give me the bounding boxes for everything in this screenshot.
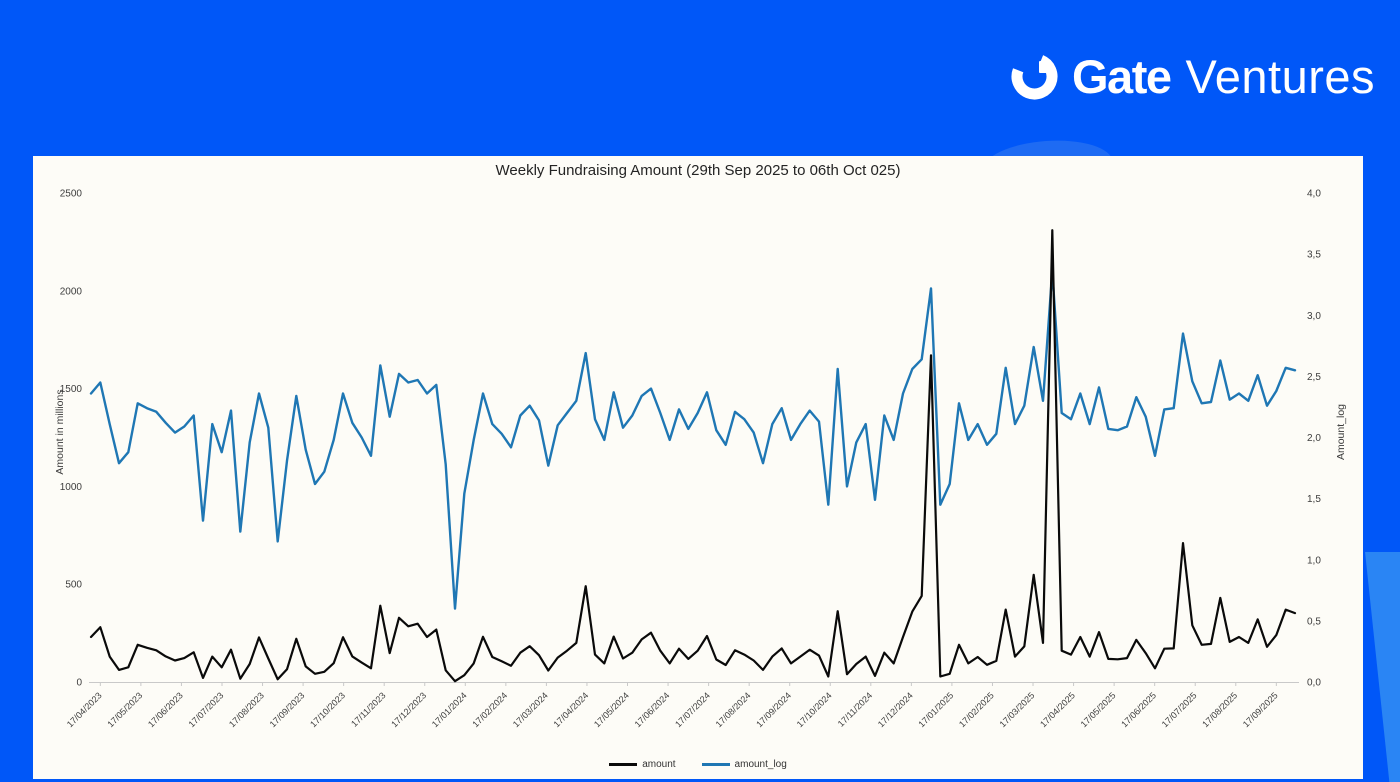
brand-logo: Gate Ventures <box>1008 50 1375 103</box>
brand-name-primary: Gate <box>1072 50 1172 103</box>
y-left-tick-label: 1000 <box>60 482 83 493</box>
y-left-tick-label: 1500 <box>60 384 83 395</box>
legend-swatch-amount-log <box>701 763 730 766</box>
y-left-tick-label: 500 <box>65 580 82 591</box>
y-right-tick-label: 4,0 <box>1307 189 1321 200</box>
legend-item-amount: amount <box>609 759 676 770</box>
x-tick-label: 17/10/2024 <box>795 690 834 729</box>
decor-swoosh-right <box>1365 552 1400 782</box>
x-tick-label: 17/08/2024 <box>714 690 753 729</box>
x-tick-label: 17/03/2025 <box>998 690 1037 729</box>
chart-panel: Weekly Fundraising Amount (29th Sep 2025… <box>33 156 1363 779</box>
y-left-tick-label: 2500 <box>60 189 83 200</box>
y-right-tick-label: 2,0 <box>1307 433 1321 444</box>
x-tick-label: 17/11/2023 <box>349 690 387 728</box>
gate-logo-icon <box>1011 53 1058 100</box>
legend-item-amount-log: amount_log <box>701 759 787 770</box>
x-tick-label: 17/02/2025 <box>957 690 996 729</box>
chart-title: Weekly Fundraising Amount (29th Sep 2025… <box>495 162 901 179</box>
x-tick-label: 17/10/2023 <box>308 690 347 729</box>
y-right-tick-label: 3,0 <box>1307 311 1321 322</box>
y-right-tick-label: 1,0 <box>1307 555 1321 566</box>
x-tick-label: 17/12/2024 <box>876 690 915 729</box>
series-line-amount_log <box>89 269 1297 610</box>
y-right-tick-label: 1,5 <box>1307 494 1321 505</box>
x-tick-label: 17/09/2024 <box>754 690 793 729</box>
x-tick-label: 17/09/2023 <box>268 690 307 729</box>
y-left-tick-label: 2000 <box>60 286 83 297</box>
legend-label-amount: amount <box>642 759 676 770</box>
x-tick-label: 17/05/2024 <box>592 690 631 729</box>
x-tick-label: 17/04/2023 <box>65 690 104 729</box>
x-tick-label: 17/05/2023 <box>105 690 144 729</box>
x-tick-label: 17/11/2024 <box>836 690 874 728</box>
x-tick-label: 17/06/2023 <box>146 690 185 729</box>
brand-name-secondary: Ventures <box>1185 50 1376 103</box>
x-tick-label: 17/07/2024 <box>673 690 712 729</box>
line-chart: 2500 2000 1500 1000 500 0 4,0 3,5 3,0 2,5 2,0 1,5 1,… <box>60 189 1322 730</box>
y-right-tick-label: 0,5 <box>1307 616 1321 627</box>
x-tick-label: 17/02/2024 <box>470 690 509 729</box>
x-tick-label: 17/09/2025 <box>1241 690 1280 729</box>
x-tick-label: 17/08/2025 <box>1200 690 1239 729</box>
legend-swatch-amount <box>609 763 638 766</box>
series-line-amount <box>89 229 1297 683</box>
y-right-tick-label: 2,5 <box>1307 372 1321 383</box>
x-tick-label: 17/01/2024 <box>430 690 469 729</box>
y-right-tick-label: 0,0 <box>1307 678 1321 689</box>
x-tick-label: 17/01/2025 <box>916 690 955 729</box>
x-tick-label: 17/05/2025 <box>1079 690 1118 729</box>
x-tick-label: 17/07/2023 <box>186 690 225 729</box>
y-left-tick-label: 0 <box>76 678 82 689</box>
legend-label-amount-log: amount_log <box>734 759 787 770</box>
y-right-tick-label: 3,5 <box>1307 250 1321 261</box>
x-tick-label: 17/04/2024 <box>551 690 590 729</box>
x-tick-label: 17/07/2025 <box>1160 690 1199 729</box>
x-tick-label: 17/12/2023 <box>389 690 428 729</box>
x-tick-label: 17/06/2025 <box>1119 690 1158 729</box>
x-tick-label: 17/03/2024 <box>511 690 550 729</box>
chart-legend: amount amount_log <box>33 759 1363 770</box>
x-tick-label: 17/04/2025 <box>1038 690 1077 729</box>
x-tick-label: 17/08/2023 <box>227 690 266 729</box>
x-tick-label: 17/06/2024 <box>633 690 672 729</box>
